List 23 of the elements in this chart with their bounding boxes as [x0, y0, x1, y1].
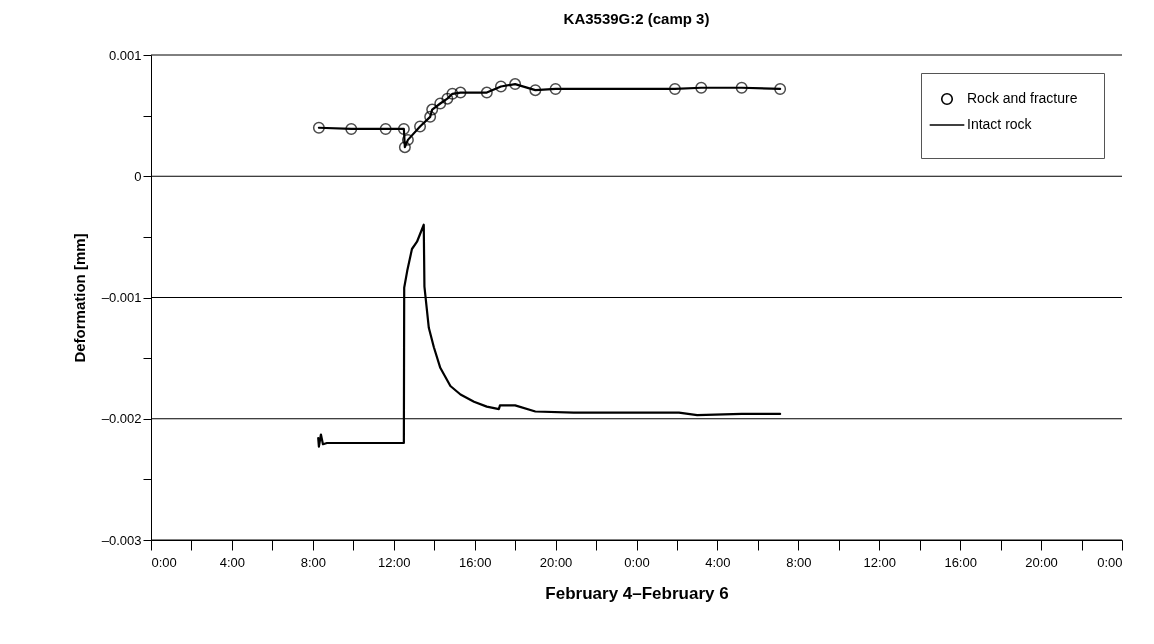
x-tick-label: 8:00: [300, 554, 326, 570]
y-axis-title: Deformation [mm]: [70, 233, 88, 363]
y-tick-label: 0: [134, 168, 142, 184]
x-tick-label: 0:00: [151, 554, 177, 570]
x-tick-label: 4:00: [219, 554, 246, 570]
legend-label: Intact rock: [967, 116, 1033, 132]
legend-label: Rock and fracture: [967, 90, 1078, 106]
x-tick-label: 8:00: [786, 554, 812, 570]
y-tick-label: –0.001: [101, 290, 142, 305]
x-tick-label: 12:00: [377, 554, 411, 570]
x-tick-label: 12:00: [863, 554, 897, 570]
x-tick-label: 4:00: [705, 554, 731, 570]
x-tick-label: 16:00: [944, 554, 977, 570]
chart-title: KA3539G:2 (camp 3): [563, 10, 710, 27]
x-tick-label: 16:00: [458, 554, 492, 570]
x-tick-label: 20:00: [1025, 554, 1058, 570]
x-tick-label: 0:00: [624, 554, 650, 570]
y-tick-label: –0.002: [101, 411, 142, 427]
y-tick-label: –0.003: [101, 532, 142, 548]
x-axis-title: February 4–February 6: [545, 583, 729, 603]
x-tick-label: 0:00: [1097, 554, 1123, 570]
y-tick-label: 0.001: [108, 47, 142, 63]
x-tick-label: 20:00: [539, 554, 573, 570]
